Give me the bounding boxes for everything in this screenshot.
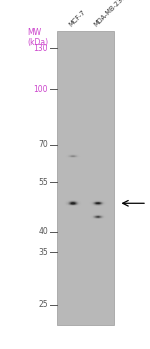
Bar bbox=[57, 31, 114, 325]
Text: MDA-MB-231: MDA-MB-231 bbox=[93, 0, 127, 28]
Text: MW
(kDa): MW (kDa) bbox=[27, 28, 48, 47]
Text: 35: 35 bbox=[38, 248, 48, 257]
Text: 70: 70 bbox=[38, 140, 48, 149]
Text: 40: 40 bbox=[38, 227, 48, 236]
Text: 55: 55 bbox=[38, 178, 48, 187]
Text: MCF-7: MCF-7 bbox=[68, 9, 87, 28]
Text: 100: 100 bbox=[33, 85, 48, 94]
Text: 25: 25 bbox=[38, 300, 48, 309]
Text: 130: 130 bbox=[33, 44, 48, 53]
